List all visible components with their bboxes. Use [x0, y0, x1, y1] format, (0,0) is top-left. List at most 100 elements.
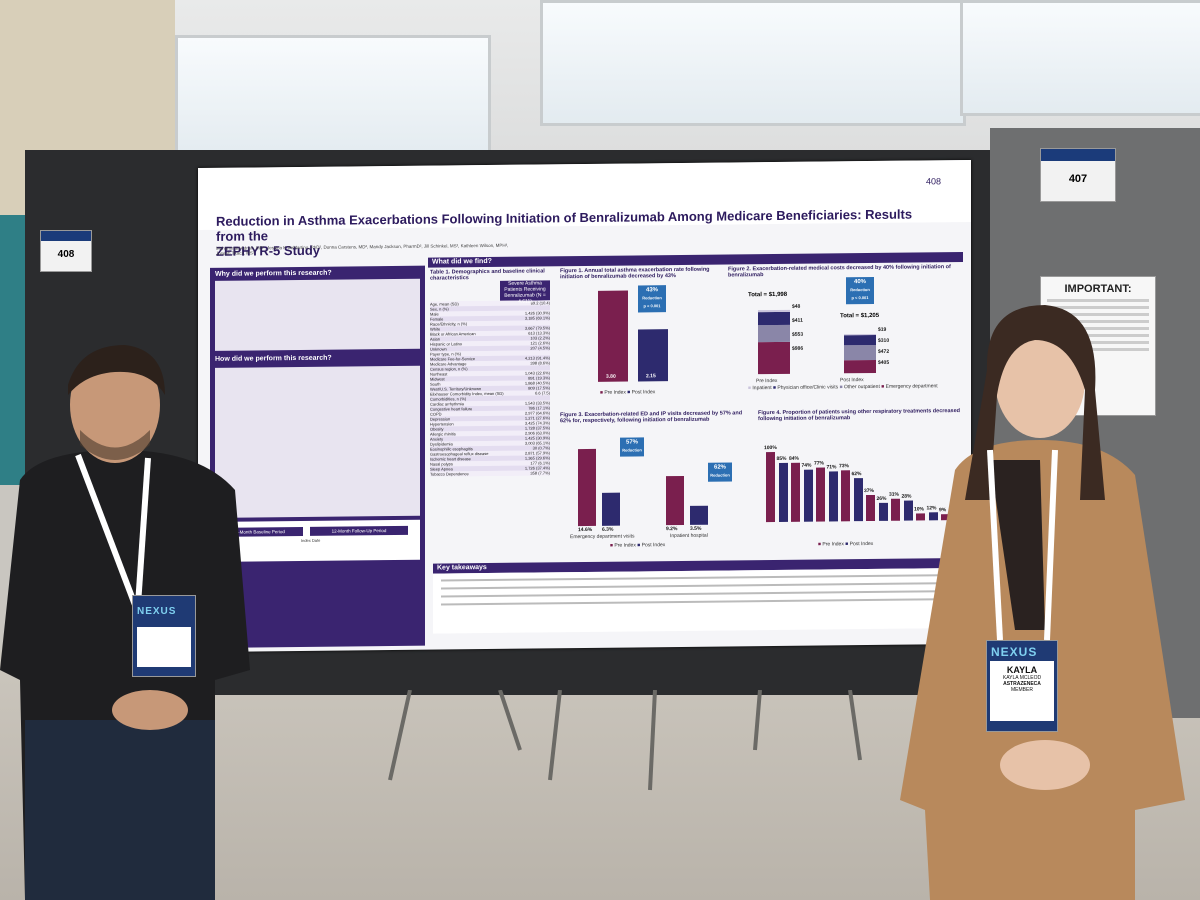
figure1-badge-p: p < 0.001 [643, 303, 661, 309]
poster-title-line1: Reduction in Asthma Exacerbations Follow… [216, 206, 913, 244]
figure3-badge1-sub: Reduction [622, 447, 642, 453]
timeline-index: Index Date [301, 537, 321, 543]
figure2-segment [844, 344, 876, 361]
figure2-legend-0: Inpatient [752, 385, 772, 392]
window-center [540, 0, 966, 126]
figure4-legend-post: Post Index [849, 540, 874, 548]
figure1-legend-pre: Pre Index [604, 389, 626, 396]
neighbor-sign-left-number: 408 [57, 249, 75, 260]
figure2-badge-sub: Reduction [850, 287, 870, 293]
figure1-bar-label: 3.80 [606, 373, 616, 380]
figure2-pre-label: $411 [792, 317, 803, 324]
badge-left: NEXUS [132, 595, 196, 677]
figure3-legend-pre: Pre Index [614, 542, 636, 549]
figure1-legend-post: Post Index [631, 389, 656, 396]
figure4-bar [778, 462, 788, 522]
research-poster: 408 Reduction in Asthma Exacerbations Fo… [198, 159, 971, 653]
figure2-pre-label: $986 [792, 345, 804, 352]
figure1-badge-sub: Reduction [642, 295, 662, 301]
easel-legs [388, 690, 862, 791]
table1-row-value: 207 (4.5%) [530, 345, 550, 351]
figure4-bar-label: 100% [764, 444, 777, 452]
figure1-badge-value: 43% [645, 287, 658, 294]
table1-body: Age, mean (SD) 69.2 (10.4) Sex, n (%) Male 1… [430, 300, 550, 477]
figure3-bar [666, 476, 684, 526]
figure3-bar-label: 9.2% [666, 526, 678, 533]
person-left [0, 345, 250, 900]
figure4-bar [803, 469, 813, 522]
figure2-segment [844, 334, 876, 346]
badge-left-brand: NEXUS [137, 606, 177, 617]
table1-header: Severe Asthma Patients Receiving Benrali… [500, 280, 550, 305]
badge-right-org: ASTRAZENECA [1003, 681, 1041, 687]
figure1-legend: ■ Pre Index ■ Post Index [600, 389, 656, 396]
figure4-bar-label: 85% [776, 455, 787, 462]
figure2-post-label: $19 [878, 326, 887, 333]
figure4-bar-label: 62% [851, 470, 862, 477]
figure3-badge2-sub: Reduction [710, 472, 730, 478]
figure3-badge-ed: 57% Reduction [620, 437, 644, 457]
figure4-bar [866, 495, 875, 522]
figure2-cat-pre: Pre Index [756, 377, 778, 385]
table1-row-value: 398 (8.6%) [530, 360, 550, 366]
figure1-reduction-badge: 43% Reduction p < 0.001 [638, 285, 666, 313]
figure4-bar-label: 84% [789, 455, 800, 463]
important-notice-title: IMPORTANT: [1064, 283, 1132, 295]
figure2-post-label: $405 [878, 359, 890, 366]
window-left [175, 35, 491, 161]
key-takeaways-body [433, 568, 963, 634]
figure4-legend: ■ Pre Index ■ Post Index [818, 540, 874, 548]
table1-row-label: Tobacco Dependence [430, 471, 469, 477]
person-right [900, 305, 1185, 900]
figure3-cat2: Inpatient hospital [670, 532, 708, 540]
figure2-segment [758, 342, 790, 375]
figure3-plot: 14.6% 6.3% 9.2% 3.5% [560, 432, 750, 538]
figure3-title: Figure 3. Exacerbation-related ED and IP… [560, 410, 743, 425]
figure2-segment [758, 324, 790, 343]
figure3-cat1: Emergency department visits [570, 533, 635, 541]
figure3-bar-label: 3.5% [690, 525, 702, 532]
figure2-legend-2: Other outpatient [844, 383, 880, 391]
figure3-legend: ■ Pre Index ■ Post Index [610, 542, 666, 549]
figure3-bar [602, 492, 620, 526]
table1-row-value: 358 (7.7%) [530, 470, 550, 476]
poster-number: 408 [926, 176, 942, 187]
figure2-segment [758, 311, 790, 325]
neighbor-sign-left: 408 [40, 230, 92, 272]
figure1-bar-pre [598, 290, 628, 382]
figure4-bar [828, 471, 838, 522]
figure4-bar [878, 502, 888, 521]
figure2-pre-label: $48 [792, 303, 801, 310]
figure4-bar [853, 477, 863, 522]
figure4-bar [841, 470, 850, 522]
figure2-badge-value: 40% [853, 279, 866, 286]
table1-row-value: 3,185 (69.1%) [524, 315, 550, 321]
figure3: Figure 3. Exacerbation-related ED and IP… [560, 410, 750, 554]
table1-row-value: 69.2 (10.4) [530, 300, 550, 306]
figure2-cat-post: Post Index [840, 377, 864, 384]
figure3-bar [578, 448, 596, 527]
figure4-bar-label: 73% [839, 463, 850, 470]
figure2-segment [844, 359, 876, 374]
figure4-bar [791, 462, 800, 522]
figure3-badge2-value: 62% [713, 464, 726, 471]
figure2-total-pre: Total = $1,998 [748, 291, 788, 299]
figure2-post-label: $310 [878, 337, 890, 344]
figure4-bar-label: 71% [826, 464, 837, 471]
table1: Table 1. Demographics and baseline clini… [430, 268, 550, 477]
figure1-title: Figure 1. Annual total asthma exacerbati… [560, 266, 710, 281]
figure4-bar-label: 37% [864, 488, 875, 495]
badge-right: NEXUS KAYLA KAYLA MCLEOD ASTRAZENECA MEM… [986, 640, 1058, 732]
figure2-segment [758, 309, 790, 312]
figure1: Figure 1. Annual total asthma exacerbati… [560, 267, 720, 399]
figure4-bar [816, 467, 825, 522]
neighbor-sign-right: 407 [1040, 148, 1116, 202]
figure4-bar-label: 74% [801, 462, 812, 469]
figure2-legend-1: Physician office/Clinic visits [777, 384, 839, 391]
window-right [960, 0, 1200, 116]
figure2-pre-label: $553 [792, 331, 804, 338]
figure1-bar-label: 2.15 [646, 373, 656, 380]
figure4-legend-pre: Pre Index [822, 541, 844, 548]
figure3-badge-ip: 62% Reduction [708, 462, 732, 482]
figure4-bar-label: 26% [876, 495, 887, 502]
